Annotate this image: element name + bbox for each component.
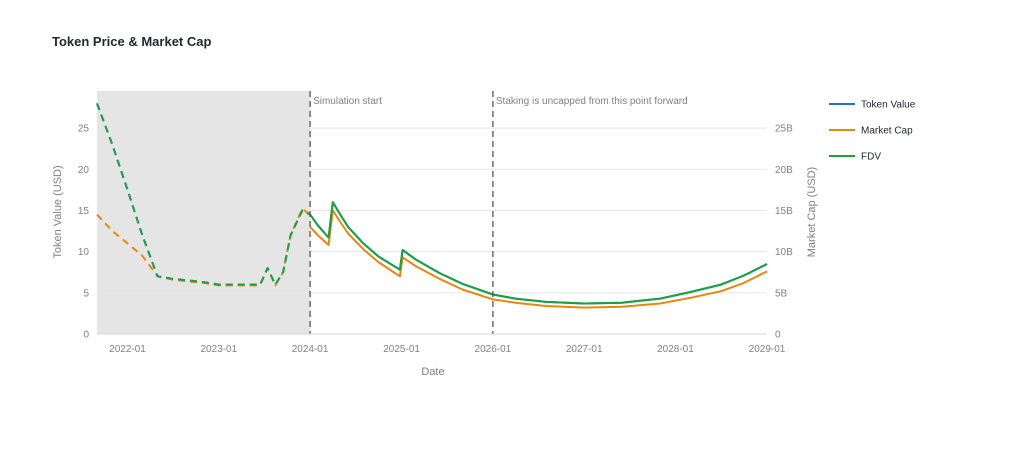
y2-tick-label: 15B bbox=[775, 206, 793, 217]
y2-axis-title: Market Cap (USD) bbox=[806, 167, 818, 257]
market-cap-simulated-line bbox=[309, 209, 768, 309]
y-tick-label: 20 bbox=[78, 165, 90, 176]
historical-shaded-region bbox=[97, 91, 311, 334]
annotation-label: Simulation start bbox=[313, 96, 382, 107]
x-tick-label: 2024-01 bbox=[292, 344, 329, 355]
x-tick-label: 2023-01 bbox=[200, 344, 237, 355]
fdv-simulated-line bbox=[309, 201, 768, 305]
shaded-region bbox=[97, 91, 311, 334]
legend: Token Value Market Cap FDV bbox=[829, 100, 916, 163]
x-tick-label: 2026-01 bbox=[475, 344, 512, 355]
gridlines bbox=[97, 127, 767, 294]
y2-tick-label: 5B bbox=[775, 288, 788, 299]
chart-title: Token Price & Market Cap bbox=[52, 34, 211, 49]
annotation-label: Staking is uncapped from this point forw… bbox=[496, 96, 688, 107]
x-tick-label: 2027-01 bbox=[566, 344, 603, 355]
y-tick-label: 15 bbox=[78, 206, 90, 217]
y-tick-label: 0 bbox=[83, 330, 89, 341]
x-tick-label: 2022-01 bbox=[109, 344, 146, 355]
series-lines bbox=[96, 103, 768, 309]
fdv-historical-line bbox=[96, 103, 311, 286]
x-axis-title: Date bbox=[421, 366, 444, 378]
legend-label: Market Cap bbox=[861, 126, 913, 137]
y-tick-label: 25 bbox=[78, 124, 90, 135]
y-tick-label: 10 bbox=[78, 247, 90, 258]
legend-label: FDV bbox=[861, 152, 881, 163]
y2-tick-label: 20B bbox=[775, 165, 793, 176]
legend-label: Token Value bbox=[861, 100, 916, 111]
axes: 0 5 10 15 20 25 0 5B 10B 15B 20B 25B 2022-01 2023-01 2… bbox=[78, 124, 793, 355]
annotations: Simulation start Staking is uncapped from… bbox=[309, 91, 688, 334]
token-value-simulated-line bbox=[309, 201, 768, 305]
y-tick-label: 5 bbox=[83, 288, 89, 299]
x-tick-label: 2029-01 bbox=[749, 344, 786, 355]
y2-tick-label: 25B bbox=[775, 124, 793, 135]
x-tick-label: 2028-01 bbox=[657, 344, 694, 355]
y2-tick-label: 10B bbox=[775, 247, 793, 258]
x-tick-label: 2025-01 bbox=[383, 344, 420, 355]
y2-tick-label: 0 bbox=[775, 330, 781, 341]
y-axis-title: Token Value (USD) bbox=[52, 165, 64, 258]
